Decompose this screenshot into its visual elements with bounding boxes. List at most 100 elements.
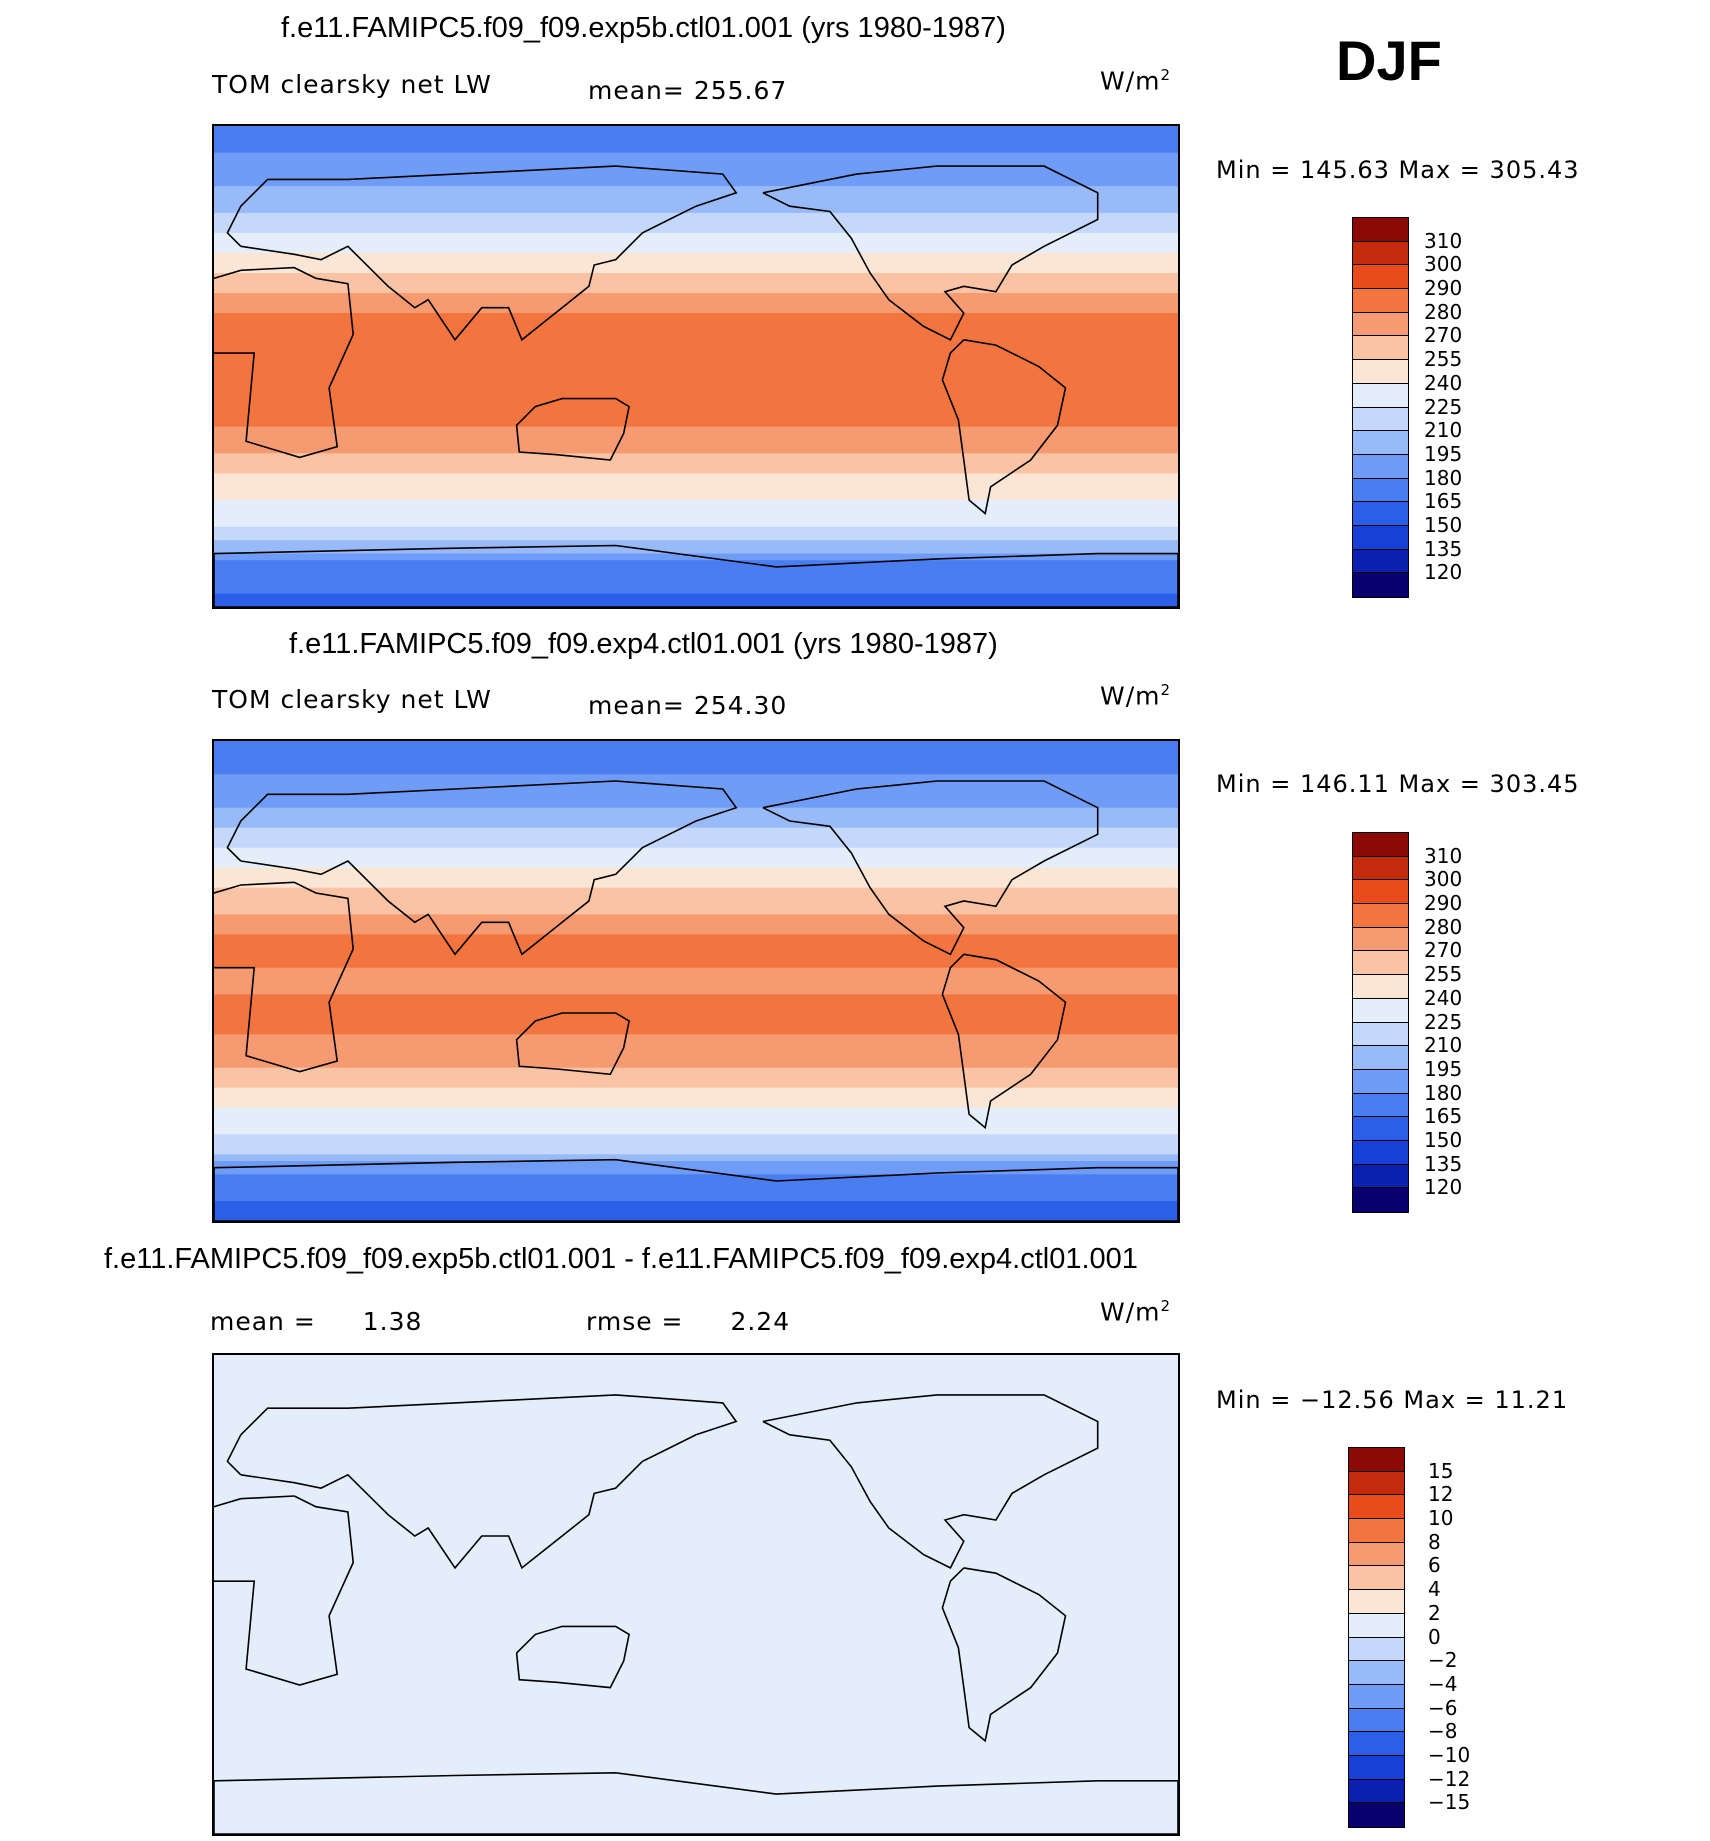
- zonal-band: [214, 1527, 1178, 1536]
- panel-3-rmse-label: rmse =: [586, 1307, 684, 1336]
- panel-3-mean-label: mean =: [210, 1307, 316, 1336]
- zonal-band: [214, 1421, 1178, 1430]
- zonal-band: [214, 1481, 1178, 1490]
- colorbar-cell: [1353, 407, 1408, 432]
- zonal-band: [214, 600, 1178, 607]
- colorbar-tick-label: 135: [1424, 536, 1463, 561]
- zonal-band: [214, 279, 1178, 288]
- zonal-band: [214, 1547, 1178, 1556]
- coastline-6: [214, 1771, 1178, 1834]
- zonal-band: [214, 1687, 1178, 1696]
- zonal-band: [214, 1807, 1178, 1816]
- zonal-band: [214, 1428, 1178, 1436]
- colorbar-tick-label: 290: [1424, 891, 1463, 916]
- colorbar-tick-label: 280: [1424, 914, 1463, 939]
- colorbar-tick-label: −2: [1428, 1648, 1458, 1673]
- zonal-band: [214, 259, 1178, 268]
- coastline-6: [214, 544, 1178, 607]
- zonal-band: [214, 967, 1178, 976]
- colorbar-tick-label: 210: [1424, 418, 1463, 443]
- panel-2-units: W/m2: [1100, 681, 1172, 711]
- zonal-band: [214, 1141, 1178, 1149]
- panel-1-title: f.e11.FAMIPC5.f09_f09.exp5b.ctl01.001 (y…: [281, 12, 1006, 44]
- colorbar-cell: [1349, 1448, 1404, 1472]
- zonal-band: [214, 359, 1178, 368]
- colorbar-tick-label: 210: [1424, 1033, 1463, 1058]
- colorbar-tick-label: 195: [1424, 1056, 1463, 1081]
- colorbar-tick-label: 310: [1424, 843, 1463, 868]
- panel-1-mean-value: 255.67: [693, 76, 788, 105]
- colorbar-cell: [1349, 1542, 1404, 1567]
- zonal-band: [214, 1161, 1178, 1169]
- zonal-band: [214, 1720, 1178, 1729]
- zonal-band: [214, 159, 1178, 168]
- zonal-band: [214, 453, 1178, 462]
- panel-3-colorbar: [1348, 1447, 1405, 1828]
- colorbar-tick-label: −4: [1428, 1671, 1458, 1696]
- zonal-band: [214, 586, 1178, 595]
- coastline-2: [226, 165, 738, 342]
- panel-3-rmse-value: 2.24: [730, 1307, 791, 1336]
- zonal-band: [214, 1448, 1178, 1456]
- zonal-band: [214, 1474, 1178, 1483]
- zonal-band: [214, 386, 1178, 395]
- coastline-5: [941, 1567, 1067, 1743]
- map-field-1: [214, 126, 1178, 607]
- colorbar-cell: [1353, 927, 1408, 952]
- zonal-band: [214, 1581, 1178, 1589]
- panel-3-units: W/m2: [1100, 1297, 1172, 1327]
- zonal-band: [214, 373, 1178, 381]
- colorbar-cell: [1353, 218, 1408, 242]
- zonal-band: [214, 1434, 1178, 1443]
- zonal-band: [214, 1674, 1178, 1682]
- zonal-band: [214, 540, 1178, 548]
- zonal-band: [214, 1081, 1178, 1089]
- colorbar-tick-label: 8: [1428, 1529, 1441, 1554]
- zonal-band: [214, 146, 1178, 154]
- colorbar-cell: [1353, 431, 1408, 455]
- panel-1-variable-label: TOM clearsky net LW: [212, 70, 492, 99]
- colorbar-cell: [1353, 975, 1408, 999]
- zonal-band: [214, 252, 1178, 261]
- colorbar-cell: [1353, 478, 1408, 503]
- colorbar-tick-label: 2: [1428, 1600, 1441, 1625]
- coastline-1: [214, 266, 355, 459]
- colorbar-cell: [1353, 360, 1408, 384]
- zonal-band: [214, 313, 1178, 321]
- zonal-band: [214, 212, 1178, 221]
- zonal-band: [214, 486, 1178, 495]
- zonal-band: [214, 500, 1178, 508]
- zonal-band: [214, 1121, 1178, 1129]
- zonal-band: [214, 566, 1178, 575]
- zonal-band: [214, 346, 1178, 355]
- colorbar-cell: [1349, 1519, 1404, 1543]
- zonal-band: [214, 1127, 1178, 1136]
- colorbar-tick-label: 270: [1424, 323, 1463, 348]
- colorbar-tick-label: −10: [1428, 1742, 1471, 1767]
- zonal-band: [214, 1401, 1178, 1410]
- zonal-band: [214, 232, 1178, 241]
- zonal-band: [214, 981, 1178, 989]
- colorbar-tick-label: −12: [1428, 1766, 1471, 1791]
- colorbar-cell: [1353, 241, 1408, 266]
- panel-3-mean-value: 1.38: [362, 1307, 423, 1336]
- zonal-band: [214, 1461, 1178, 1470]
- zonal-band: [214, 1101, 1178, 1109]
- zonal-band: [214, 1634, 1178, 1643]
- zonal-band: [214, 1614, 1178, 1623]
- zonal-band: [214, 1214, 1178, 1221]
- zonal-band: [214, 974, 1178, 982]
- colorbar-cell: [1353, 502, 1408, 526]
- zonal-band: [214, 520, 1178, 528]
- colorbar-cell: [1353, 383, 1408, 408]
- zonal-band: [214, 834, 1178, 842]
- colorbar-tick-label: 4: [1428, 1577, 1441, 1602]
- zonal-band: [214, 1747, 1178, 1756]
- zonal-band: [214, 1047, 1178, 1056]
- zonal-band: [214, 887, 1178, 896]
- coastline-5: [941, 953, 1067, 1130]
- colorbar-cell: [1353, 549, 1408, 574]
- colorbar-cell: [1353, 289, 1408, 313]
- zonal-band: [214, 827, 1178, 836]
- zonal-band: [214, 246, 1178, 254]
